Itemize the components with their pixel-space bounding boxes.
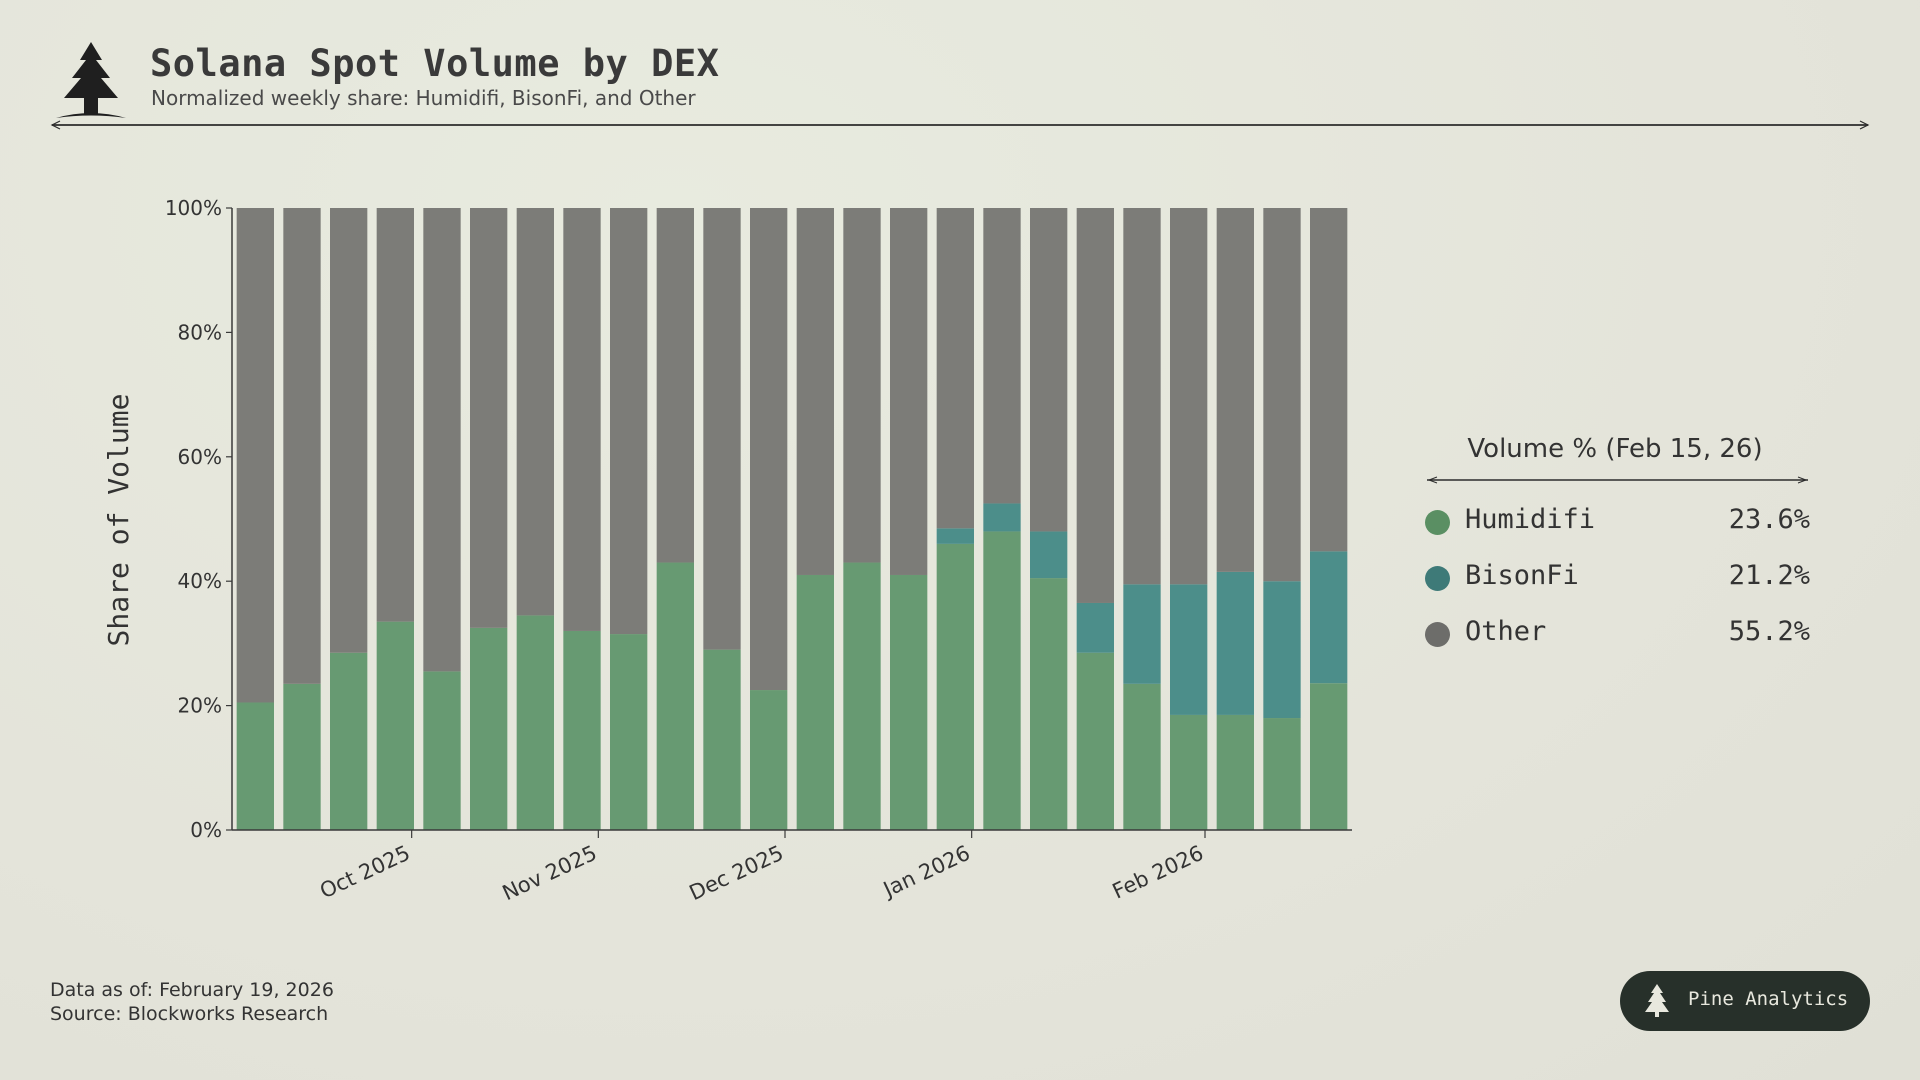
bar-bisonfi-16 <box>983 503 1021 532</box>
footer: Data as of: February 19, 2026 Source: Bl… <box>50 978 334 1026</box>
page-title: Solana Spot Volume by DEX <box>150 42 720 85</box>
bar-humidifi-18 <box>1076 652 1114 830</box>
bar-humidifi-4 <box>423 671 461 830</box>
bar-bisonfi-22 <box>1263 581 1301 719</box>
bar-other-6 <box>516 208 554 616</box>
bar-humidifi-16 <box>983 531 1021 830</box>
bar-bisonfi-15 <box>936 528 974 544</box>
bar-other-12 <box>796 208 834 575</box>
bar-other-7 <box>563 208 601 631</box>
bar-other-20 <box>1170 208 1208 585</box>
y-tick-label: 80% <box>178 320 222 344</box>
source-note: Source: Blockworks Research <box>50 1003 329 1025</box>
bar-other-14 <box>890 208 928 575</box>
bar-humidifi-5 <box>470 627 508 830</box>
legend-item-humidifi: Humidifi 23.6% <box>1425 502 1810 542</box>
legend: Volume % (Feb 15, 26) Humidifi 23.6% Bis… <box>1420 430 1810 670</box>
bar-humidifi-14 <box>890 574 928 830</box>
bisonfi-dot-icon <box>1425 566 1450 591</box>
legend-item-value: 23.6% <box>1728 504 1810 535</box>
x-tick-label: Jan 2026 <box>878 841 974 903</box>
other-dot-icon <box>1425 622 1450 647</box>
legend-divider <box>1427 476 1808 484</box>
bar-bisonfi-21 <box>1216 571 1254 715</box>
bar-humidifi-9 <box>656 562 694 830</box>
y-tick-label: 0% <box>190 818 222 842</box>
bar-humidifi-1 <box>283 683 321 830</box>
bar-other-8 <box>610 208 648 635</box>
legend-item-name: Humidifi <box>1465 504 1596 535</box>
brand-badge: Pine Analytics <box>1620 971 1870 1031</box>
bar-humidifi-15 <box>936 543 974 830</box>
bar-other-21 <box>1216 208 1254 572</box>
bar-other-16 <box>983 208 1021 504</box>
bar-humidifi-2 <box>330 652 368 830</box>
bar-humidifi-19 <box>1123 683 1161 830</box>
bar-humidifi-11 <box>750 690 788 830</box>
bar-humidifi-17 <box>1030 578 1068 830</box>
bar-other-13 <box>843 208 881 563</box>
bar-other-5 <box>470 208 508 628</box>
pine-tree-icon <box>56 42 126 118</box>
pine-tree-icon <box>1645 984 1669 1017</box>
bar-humidifi-20 <box>1170 714 1208 830</box>
humidifi-dot-icon <box>1425 510 1450 535</box>
x-tick-label: Oct 2025 <box>316 841 414 904</box>
legend-title: Volume % (Feb 15, 26) <box>1467 434 1763 464</box>
x-tick-label: Nov 2025 <box>499 841 601 905</box>
bar-other-23 <box>1310 208 1348 552</box>
bar-other-4 <box>423 208 461 672</box>
header-divider <box>50 120 1870 130</box>
data-as-of: Data as of: February 19, 2026 <box>50 979 334 1001</box>
y-tick-label: 20% <box>178 694 222 718</box>
legend-item-other: Other 55.2% <box>1425 614 1810 654</box>
bar-other-17 <box>1030 208 1068 532</box>
y-tick-label: 100% <box>165 196 222 220</box>
bar-other-1 <box>283 208 321 684</box>
y-tick-label: 40% <box>178 569 222 593</box>
x-tick-label: Feb 2026 <box>1109 841 1207 904</box>
bar-bisonfi-17 <box>1030 531 1068 579</box>
bar-humidifi-22 <box>1263 718 1301 830</box>
header: Solana Spot Volume by DEX Normalized wee… <box>50 40 1870 130</box>
bar-humidifi-21 <box>1216 714 1254 830</box>
bar-bisonfi-19 <box>1123 584 1161 684</box>
bar-humidifi-13 <box>843 562 881 830</box>
bar-other-11 <box>750 208 788 691</box>
bar-bisonfi-20 <box>1170 584 1208 715</box>
bar-other-10 <box>703 208 741 650</box>
page-subtitle: Normalized weekly share: Humidifi, Bison… <box>151 86 696 110</box>
legend-item-value: 55.2% <box>1728 616 1810 647</box>
bar-other-18 <box>1076 208 1114 603</box>
bar-humidifi-3 <box>376 621 414 830</box>
bar-humidifi-8 <box>610 634 648 830</box>
bar-humidifi-12 <box>796 574 834 830</box>
bar-other-22 <box>1263 208 1301 582</box>
bar-other-0 <box>236 208 274 703</box>
bar-humidifi-7 <box>563 630 601 830</box>
legend-item-name: BisonFi <box>1465 560 1579 591</box>
bar-bisonfi-18 <box>1076 602 1114 653</box>
bar-other-3 <box>376 208 414 622</box>
bar-other-15 <box>936 208 974 529</box>
bar-humidifi-0 <box>236 702 274 830</box>
bar-other-9 <box>656 208 694 563</box>
bar-other-2 <box>330 208 368 653</box>
bar-humidifi-23 <box>1310 683 1348 830</box>
y-axis-label: Share of Volume <box>102 394 135 647</box>
x-tick-label: Dec 2025 <box>686 841 787 905</box>
legend-item-name: Other <box>1465 616 1547 647</box>
bar-humidifi-10 <box>703 649 741 830</box>
brand-name: Pine Analytics <box>1688 988 1849 1010</box>
bar-other-19 <box>1123 208 1161 585</box>
legend-item-bisonfi: BisonFi 21.2% <box>1425 558 1810 598</box>
bar-bisonfi-23 <box>1310 551 1348 684</box>
legend-item-value: 21.2% <box>1728 560 1810 591</box>
y-tick-label: 60% <box>178 445 222 469</box>
bar-humidifi-6 <box>516 615 554 830</box>
